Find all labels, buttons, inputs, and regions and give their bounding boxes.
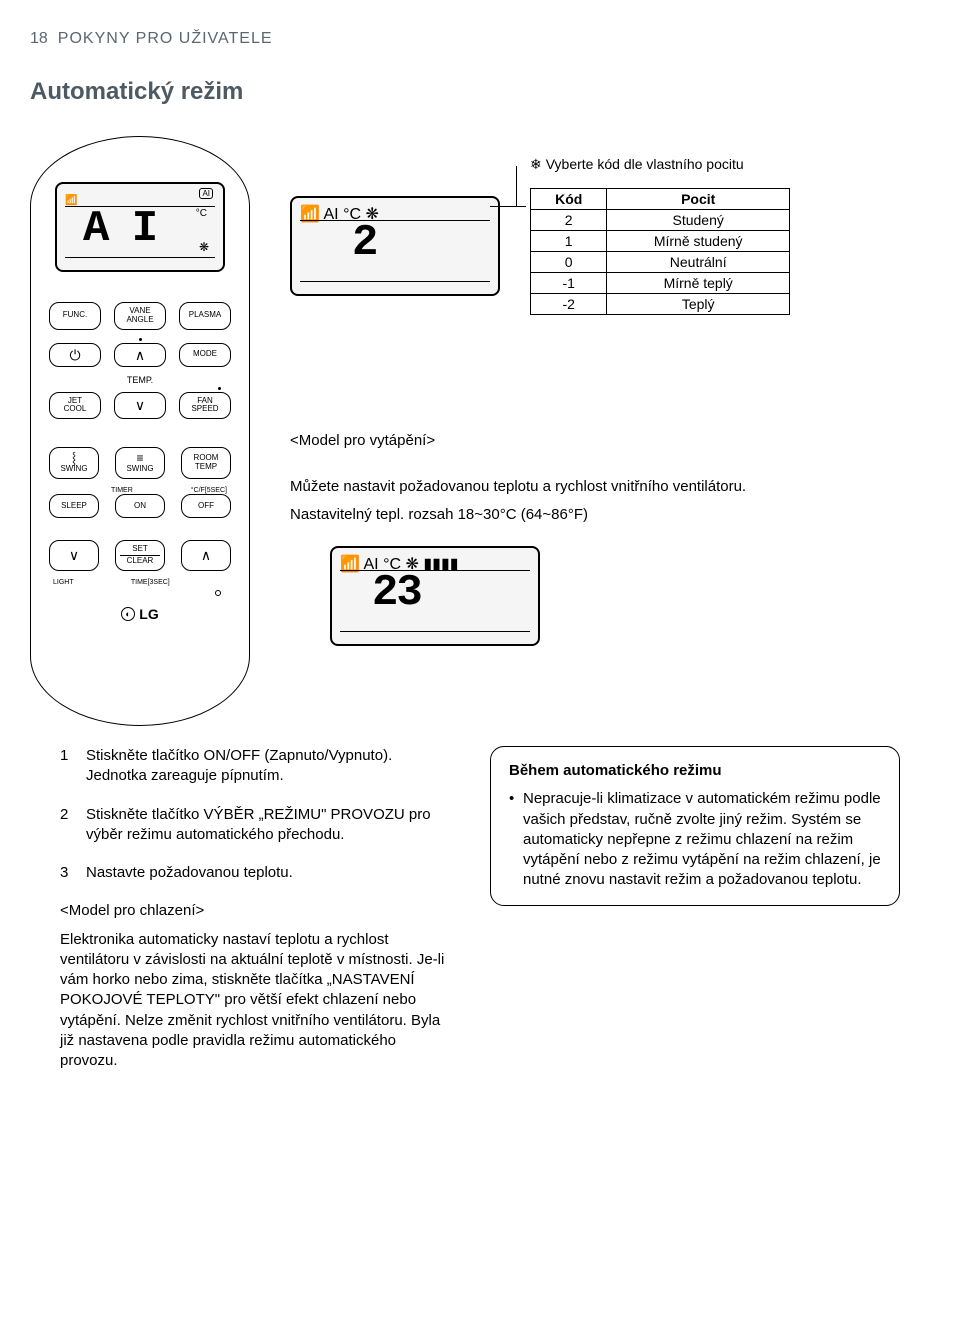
time3-label: TIME[3SEC] (131, 579, 170, 586)
model-heating-title: <Model pro vytápění> (290, 432, 900, 449)
info-box: Během automatického režimu •Nepracuje-li… (490, 746, 900, 906)
info-box-title: Během automatického režimu (509, 761, 881, 781)
vane-angle-button[interactable]: VANE ANGLE (114, 302, 166, 330)
page-number: 18 (30, 30, 48, 48)
room-temp-button[interactable]: ROOM TEMP (181, 447, 231, 479)
display-temp-23: 📶 AI 23 °C ❋ ▮▮▮▮ (330, 546, 540, 646)
power-button[interactable]: ⏻ (49, 343, 101, 367)
fan-speed-button[interactable]: FAN SPEED (179, 392, 231, 420)
step-1: Stiskněte tlačítko ON/OFF (Zapnuto/Vypnu… (86, 746, 450, 787)
heating-para-1: Můžete nastavit požadovanou teplotu a ry… (290, 477, 900, 497)
signal-icon: 📶 (65, 195, 77, 206)
timer-label: TIMER (111, 487, 133, 494)
mini23-digits: 23 (372, 568, 421, 618)
lg-logo: ◐LG (45, 606, 235, 622)
temp-up-button[interactable]: ∧ (114, 343, 166, 367)
swing-h-button[interactable]: ⸾SWING (49, 447, 99, 479)
fan-icon: ❋ (199, 240, 209, 254)
set-down-button[interactable]: ∨ (49, 540, 99, 571)
kod-table: KódPocit 2Studený 1Mírně studený 0Neutrá… (530, 188, 790, 315)
steps-list: 1Stiskněte tlačítko ON/OFF (Zapnuto/Vypn… (60, 746, 450, 883)
info-box-text: Nepracuje-li klimatizace v automatickém … (523, 789, 881, 890)
swing-v-button[interactable]: ≡SWING (115, 447, 165, 479)
model-cooling-title: <Model pro chlazení> (60, 901, 450, 921)
cooling-text: Elektronika automaticky nastaví teplotu … (60, 930, 450, 1072)
kod-title: ❄Vyberte kód dle vlastního pocitu (530, 156, 744, 173)
ai-badge: AI (199, 188, 213, 199)
remote-screen: 📶 AI A I °C ❋ (55, 182, 225, 272)
page-header-text: POKYNY PRO UŽIVATELE (58, 30, 273, 48)
jet-cool-button[interactable]: JET COOL (49, 392, 101, 420)
mode-button[interactable]: MODE (179, 343, 231, 367)
temp-down-button[interactable]: ∨ (114, 392, 166, 420)
page-header: 18 POKYNY PRO UŽIVATELE (30, 30, 900, 48)
step-3: Nastavte požadovanou teplotu. (86, 863, 293, 883)
display-code-2: 📶 AI 2 °C ❋ (290, 196, 500, 296)
temp-label: TEMP. (45, 375, 235, 385)
section-title: Automatický režim (30, 78, 900, 106)
mini-digits: 2 (352, 218, 376, 268)
plasma-button[interactable]: PLASMA (179, 302, 231, 330)
set-clear-button[interactable]: SETCLEAR (115, 540, 165, 571)
func-button[interactable]: FUNC. (49, 302, 101, 330)
remote-control: 📶 AI A I °C ❋ FUNC. VANE ANGLE PLASMA ⏻ … (30, 136, 250, 726)
set-up-button[interactable]: ∧ (181, 540, 231, 571)
screen-digits: A I (83, 204, 156, 254)
heating-para-2: Nastavitelný tepl. rozsah 18~30°C (64~86… (290, 505, 900, 525)
timer-off-button[interactable]: OFF (181, 494, 231, 518)
cfsec-label: °C/F[5SEC] (191, 487, 227, 494)
timer-on-button[interactable]: ON (115, 494, 165, 518)
step-2: Stiskněte tlačítko VÝBĚR „REŽIMU" PROVOZ… (86, 805, 450, 846)
screen-unit: °C (196, 208, 207, 219)
light-label: LIGHT (53, 579, 74, 586)
sleep-button[interactable]: SLEEP (49, 494, 99, 518)
